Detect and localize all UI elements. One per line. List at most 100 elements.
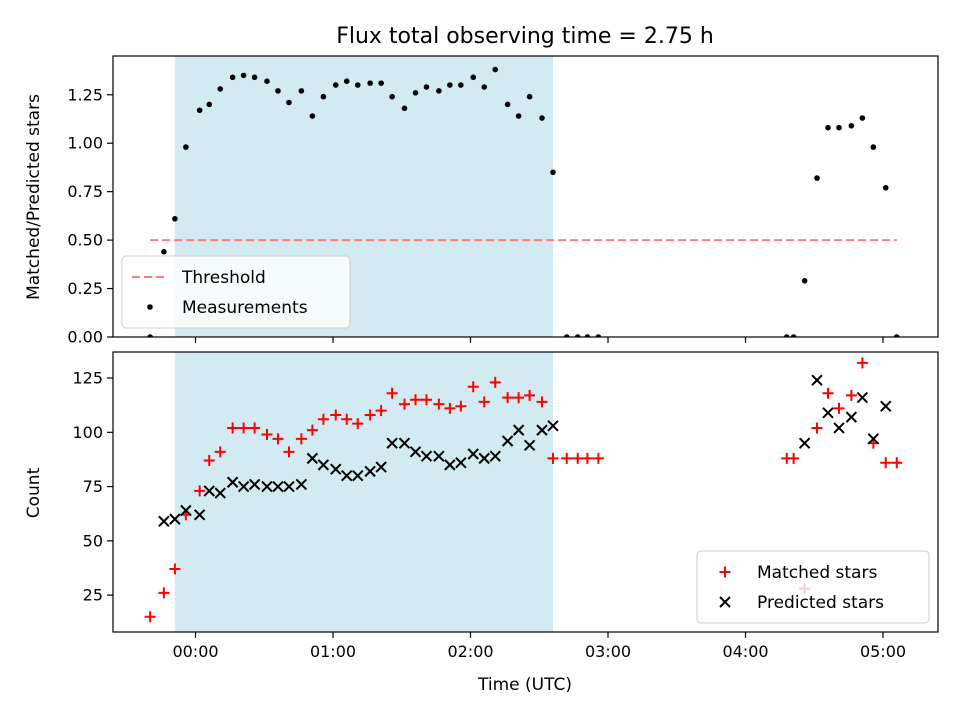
measurement-point [217,86,224,92]
top-axes-frame [112,55,939,338]
bottom-y-tick-label: 25 [83,586,103,605]
matched-star-point [144,611,156,623]
measurement-point [436,88,442,94]
top-y-tick-label: 0.75 [67,182,103,201]
predicted-star-point [158,515,170,528]
legend-matched-swatch [719,566,731,578]
measurement-point [423,84,430,90]
predicted-star-point [283,480,295,493]
matched-star-point [891,457,903,469]
top-panel: 0.00 0.25 0.50 0.75 1.00 1.25 Threshold Measure… [67,55,939,347]
matched-star-point [489,376,501,388]
top-y-tick-label: 1.25 [67,85,103,104]
matched-star-point [547,452,559,464]
matched-star-point [444,402,456,414]
measurement-point [574,334,581,337]
predicted-star-point [295,478,308,491]
measurement-point [470,74,477,81]
predicted-star-point [798,437,811,449]
legend-predicted-swatch [719,596,731,608]
matched-star-point [375,405,387,417]
matched-star-point [502,392,514,404]
matched-star-point [433,398,445,410]
predicted-star-point [261,480,273,493]
bottom-observing-window-span [174,352,553,632]
predicted-star-point [193,509,206,521]
measurement-point [584,334,591,337]
measurement-point [563,334,570,337]
matched-star-point [399,398,410,410]
matched-star-point [364,409,376,421]
matched-star-point [845,389,857,401]
bottom-y-axis-label: Count [24,467,44,518]
measurement-point [309,113,316,119]
bottom-x-tick-label: 01:00 [310,642,356,661]
measurement-point [526,93,533,100]
matched-star-point [513,392,525,404]
measurement-point [893,334,900,337]
top-y-tick-label: 0.25 [67,279,103,298]
predicted-star-point [409,446,422,458]
measurement-point [251,74,258,81]
bottom-legend: Matched stars Predicted stars [696,550,930,624]
measurement-point [298,88,305,94]
measurement-point [229,74,236,81]
predicted-star-point [433,450,445,462]
matched-star-point [822,387,834,399]
matched-star-point [561,452,573,464]
measurement-point [412,90,419,96]
measurement-point [870,144,877,150]
top-legend-box [121,255,351,329]
predicted-star-point [352,470,364,482]
predicted-star-point [180,504,192,517]
measurement-point [595,334,602,337]
measurement-point [147,334,153,337]
top-y-axis-label: Matched/Predicted stars [24,94,44,300]
measurement-point [539,115,545,121]
predicted-star-point [536,424,548,436]
legend-label: Measurements [182,298,308,318]
top-y-tick-label: 0.00 [67,328,103,347]
matched-star-point [194,485,206,497]
measurement-point [790,334,797,337]
matched-star-point [455,400,467,412]
predicted-star-point [867,433,880,445]
bottom-series-matched-stars [144,357,903,623]
predicted-star-point [386,437,398,449]
predicted-star-point [420,450,433,462]
measurement-point [801,278,808,284]
predicted-star-point [330,463,342,475]
matched-star-point [203,455,215,467]
matched-star-point [341,413,353,425]
measurement-point [264,78,270,84]
predicted-star-point [811,374,823,386]
matched-star-point [524,389,536,401]
predicted-star-point [489,450,501,462]
bottom-axes-frame [112,351,939,633]
matched-star-point [478,396,490,408]
bottom-y-tick-label: 125 [72,369,103,388]
measurement-point [515,113,522,119]
predicted-star-point [398,437,411,449]
matched-star-point [272,433,284,445]
matched-star-point [249,422,261,434]
matched-star-point [572,452,584,464]
measurement-point [206,101,213,108]
matched-star-point [214,446,226,458]
legend-label: Matched stars [757,563,877,583]
top-y-tick-label: 0.50 [67,231,103,250]
predicted-star-point [822,407,834,419]
matched-star-point [833,402,845,414]
matched-star-point [880,457,892,469]
matched-star-point [238,422,250,434]
measurement-point [859,115,866,121]
predicted-star-point [169,513,181,525]
legend-measurements-swatch [147,304,153,310]
bottom-plot-area [144,352,903,632]
matched-star-point [283,446,295,458]
matched-star-point [295,433,307,445]
measurement-point [836,124,842,131]
predicted-star-point [856,391,869,404]
measurement-point [504,101,511,108]
predicted-star-point [547,420,559,432]
